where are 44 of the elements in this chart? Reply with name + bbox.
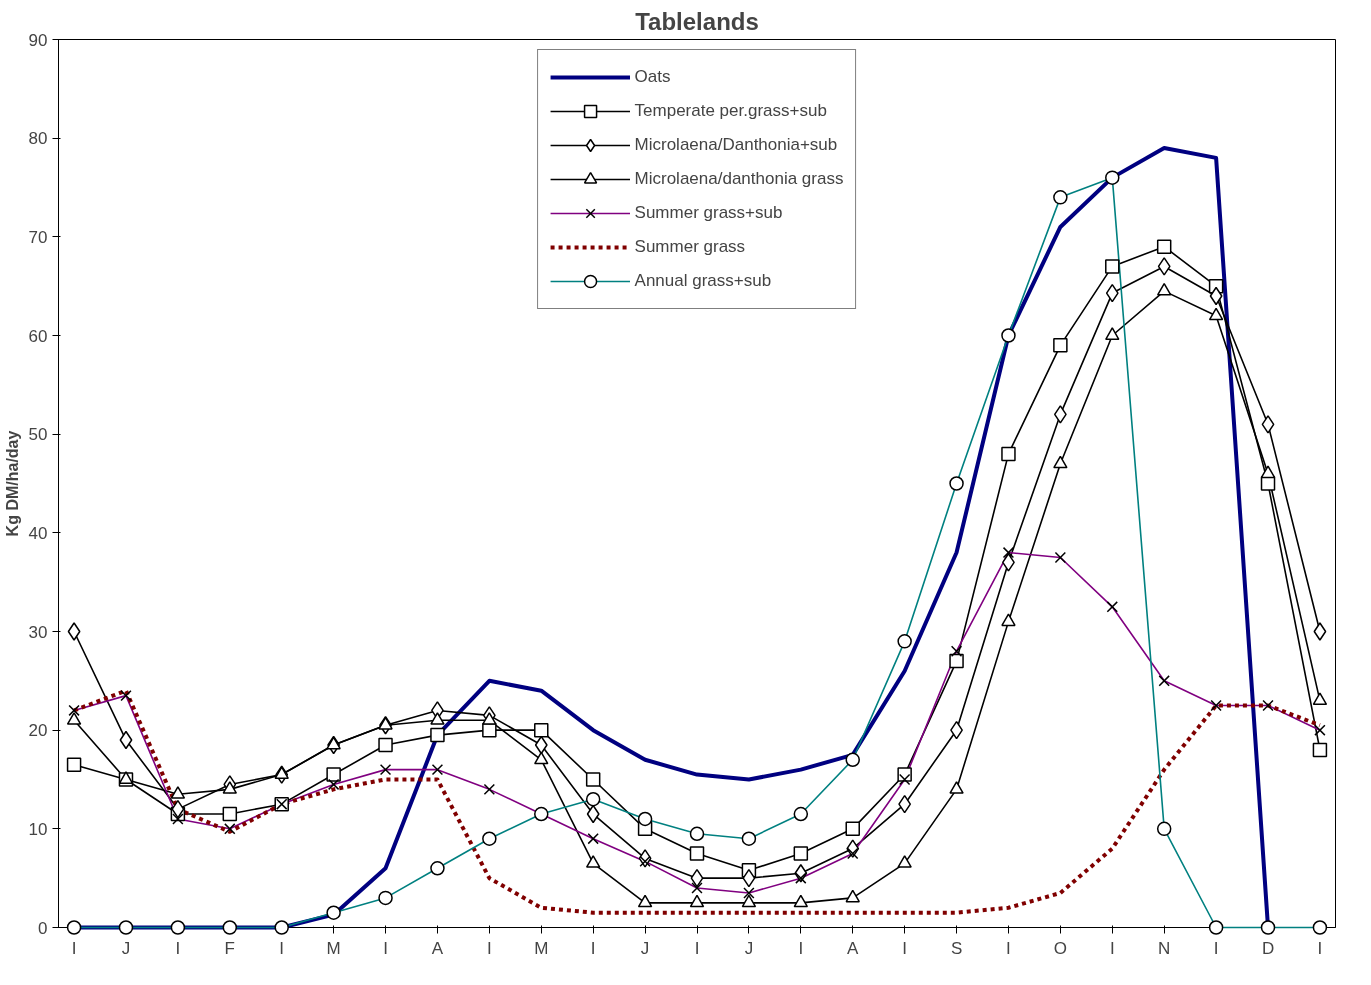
x-tick-label: I: [590, 938, 596, 958]
legend-label: Oats: [634, 66, 671, 88]
x-tick-label: I: [798, 938, 804, 958]
y-tick-label: 60: [28, 326, 48, 346]
y-tick-label: 40: [28, 523, 48, 543]
y-tick-label: 10: [28, 819, 48, 839]
y-tick-label: 70: [28, 227, 48, 247]
x-tick-label: I: [1317, 938, 1323, 958]
x-tick-label: M: [534, 938, 549, 958]
x-tick-label: O: [1053, 938, 1067, 958]
y-tick-label: 50: [28, 425, 48, 445]
y-tick-label: 80: [28, 129, 48, 149]
y-tick-label: 0: [38, 918, 48, 938]
legend-label: Annual grass+sub: [634, 270, 772, 292]
x-tick-label: D: [1261, 938, 1275, 958]
legend-label: Microlaena/danthonia grass: [634, 168, 844, 190]
x-tick-label: M: [326, 938, 341, 958]
chart-title: Tablelands: [635, 7, 759, 35]
x-tick-label: J: [640, 938, 650, 958]
x-tick-label: J: [121, 938, 131, 958]
x-tick-label: I: [383, 938, 388, 958]
x-tick-label: A: [847, 938, 860, 958]
x-tick-label: F: [224, 938, 235, 958]
legend-label: Microlaena/Danthonia+sub: [634, 134, 838, 156]
x-tick-label: I: [487, 938, 492, 958]
x-tick-label: I: [71, 938, 77, 958]
x-tick-label: I: [1213, 938, 1219, 958]
x-tick-label: S: [950, 938, 963, 958]
legend-label: Summer grass: [634, 236, 746, 258]
x-tick-label: I: [902, 938, 908, 958]
x-tick-label: I: [175, 938, 181, 958]
x-tick-label: I: [1109, 938, 1115, 958]
x-tick-label: A: [431, 938, 444, 958]
legend-label: Summer grass+sub: [634, 202, 783, 224]
x-tick-label: I: [279, 938, 285, 958]
x-tick-label: N: [1158, 938, 1171, 958]
x-tick-label: I: [1006, 938, 1011, 958]
x-tick-label: J: [744, 938, 754, 958]
x-tick-label: I: [694, 938, 700, 958]
legend-label: Temperate per.grass+sub: [634, 100, 827, 122]
y-tick-label: 20: [28, 721, 48, 741]
y-axis-title: Kg DM/ha/day: [3, 430, 21, 537]
y-tick-label: 90: [28, 30, 48, 50]
y-tick-label: 30: [28, 622, 48, 642]
